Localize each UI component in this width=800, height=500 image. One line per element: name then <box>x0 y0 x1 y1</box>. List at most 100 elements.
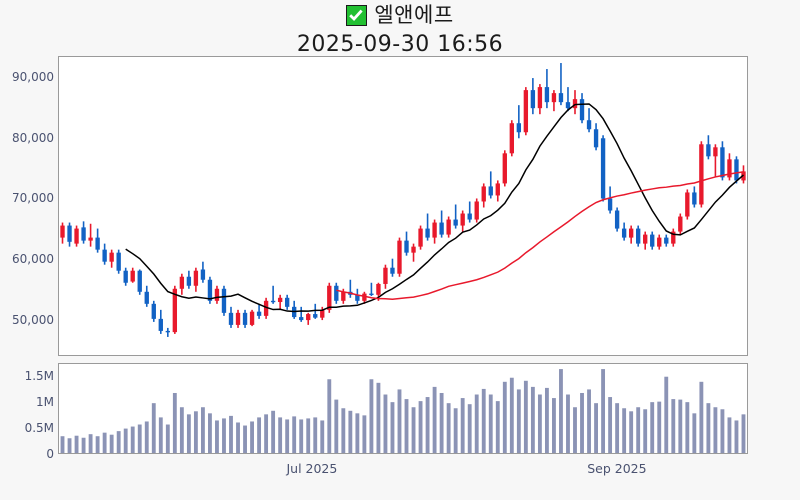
price-y-tick-label: 70,000 <box>12 191 54 206</box>
candle-body <box>734 159 739 181</box>
candle-body <box>516 123 522 133</box>
volume-bar <box>236 422 240 453</box>
volume-bar <box>158 417 163 453</box>
volume-y-tick-label: 1M <box>36 395 54 409</box>
candle-body <box>355 294 360 301</box>
volume-bar <box>523 380 528 453</box>
candle-body <box>586 120 592 130</box>
candle-body <box>284 297 290 307</box>
candle-body <box>495 183 500 196</box>
volume-bar <box>271 410 276 453</box>
volume-bar <box>467 404 472 453</box>
volume-y-tick-label: 1.5M <box>24 369 54 383</box>
candle-body <box>369 293 374 295</box>
candle-body <box>418 228 423 247</box>
volume-bar <box>657 401 662 453</box>
volume-bar <box>257 417 262 453</box>
volume-bar <box>193 411 198 453</box>
candle-body <box>579 99 585 121</box>
volume-bar <box>601 369 606 453</box>
candle-body <box>530 90 536 109</box>
volume-bar <box>229 415 233 453</box>
candle-body <box>228 312 234 325</box>
volume-bar <box>376 382 381 453</box>
candle-body <box>544 87 550 103</box>
volume-bar <box>439 392 444 453</box>
volume-bar <box>741 414 746 453</box>
candle-body <box>376 283 381 295</box>
candle-body <box>137 270 142 292</box>
candle-body <box>551 93 557 103</box>
volume-bar <box>144 421 149 453</box>
volume-bar <box>369 379 374 453</box>
volume-bar <box>699 381 704 453</box>
volume-bar <box>650 402 655 453</box>
volume-bar <box>530 386 535 453</box>
candle-body <box>263 300 269 316</box>
candle-body <box>713 147 718 157</box>
volume-bar <box>299 419 304 453</box>
candle-body <box>453 219 458 226</box>
candle-body <box>628 228 634 238</box>
volume-y-axis: 0 0.5M 1M 1.5M <box>0 0 54 500</box>
volume-bar <box>397 389 402 453</box>
candle-body <box>593 129 599 148</box>
volume-bar <box>643 409 648 453</box>
volume-bar <box>60 436 65 453</box>
volume-bar <box>502 381 507 453</box>
volume-bar <box>390 402 395 453</box>
volume-bar <box>348 410 353 453</box>
volume-bar <box>130 426 135 453</box>
candle-body <box>221 288 227 313</box>
volume-bar <box>74 435 79 453</box>
price-chart-panel[interactable] <box>58 56 748 356</box>
candle-body <box>720 147 725 178</box>
candle-body <box>657 237 662 247</box>
ma-short-line <box>125 103 744 313</box>
candle-body <box>207 279 213 301</box>
volume-bar <box>334 399 339 453</box>
candle-body <box>67 225 72 242</box>
candle-body <box>277 297 283 303</box>
candle-body <box>109 252 114 262</box>
candle-body <box>727 159 732 178</box>
candle-body <box>270 300 276 303</box>
price-y-tick-label: 50,000 <box>12 312 54 327</box>
volume-bar <box>671 399 676 453</box>
volume-chart-panel[interactable] <box>58 363 748 454</box>
volume-bar <box>481 388 486 453</box>
candle-body <box>467 213 472 220</box>
candle-body <box>334 285 339 301</box>
volume-bar <box>495 401 500 453</box>
volume-bar <box>587 389 591 453</box>
candle-body <box>179 276 185 289</box>
volume-bar <box>404 399 409 453</box>
volume-bar <box>516 389 521 453</box>
volume-bar <box>362 415 367 453</box>
volume-bar <box>411 407 416 453</box>
candle-body <box>242 312 248 325</box>
candle-body <box>488 186 493 196</box>
volume-bar <box>446 403 451 453</box>
candle-body <box>664 237 669 244</box>
candle-body <box>193 270 199 286</box>
candle-body <box>425 228 430 238</box>
volume-bar <box>432 386 437 453</box>
volume-bar <box>102 432 107 453</box>
volume-bar <box>425 397 430 453</box>
candle-body <box>186 276 192 286</box>
candle-body <box>299 317 304 321</box>
candle-body <box>692 192 697 205</box>
volume-bar <box>109 434 114 453</box>
volume-bar <box>250 421 254 453</box>
volume-bar <box>208 413 212 453</box>
volume-bar <box>544 387 549 453</box>
volume-bar <box>243 425 247 453</box>
volume-bar <box>278 417 283 453</box>
candle-body <box>404 240 409 253</box>
volume-bar <box>573 407 577 453</box>
x-tick-label: Jul 2025 <box>286 461 338 476</box>
volume-bar <box>179 407 184 453</box>
volume-bar <box>488 394 493 453</box>
volume-bar <box>566 394 570 453</box>
